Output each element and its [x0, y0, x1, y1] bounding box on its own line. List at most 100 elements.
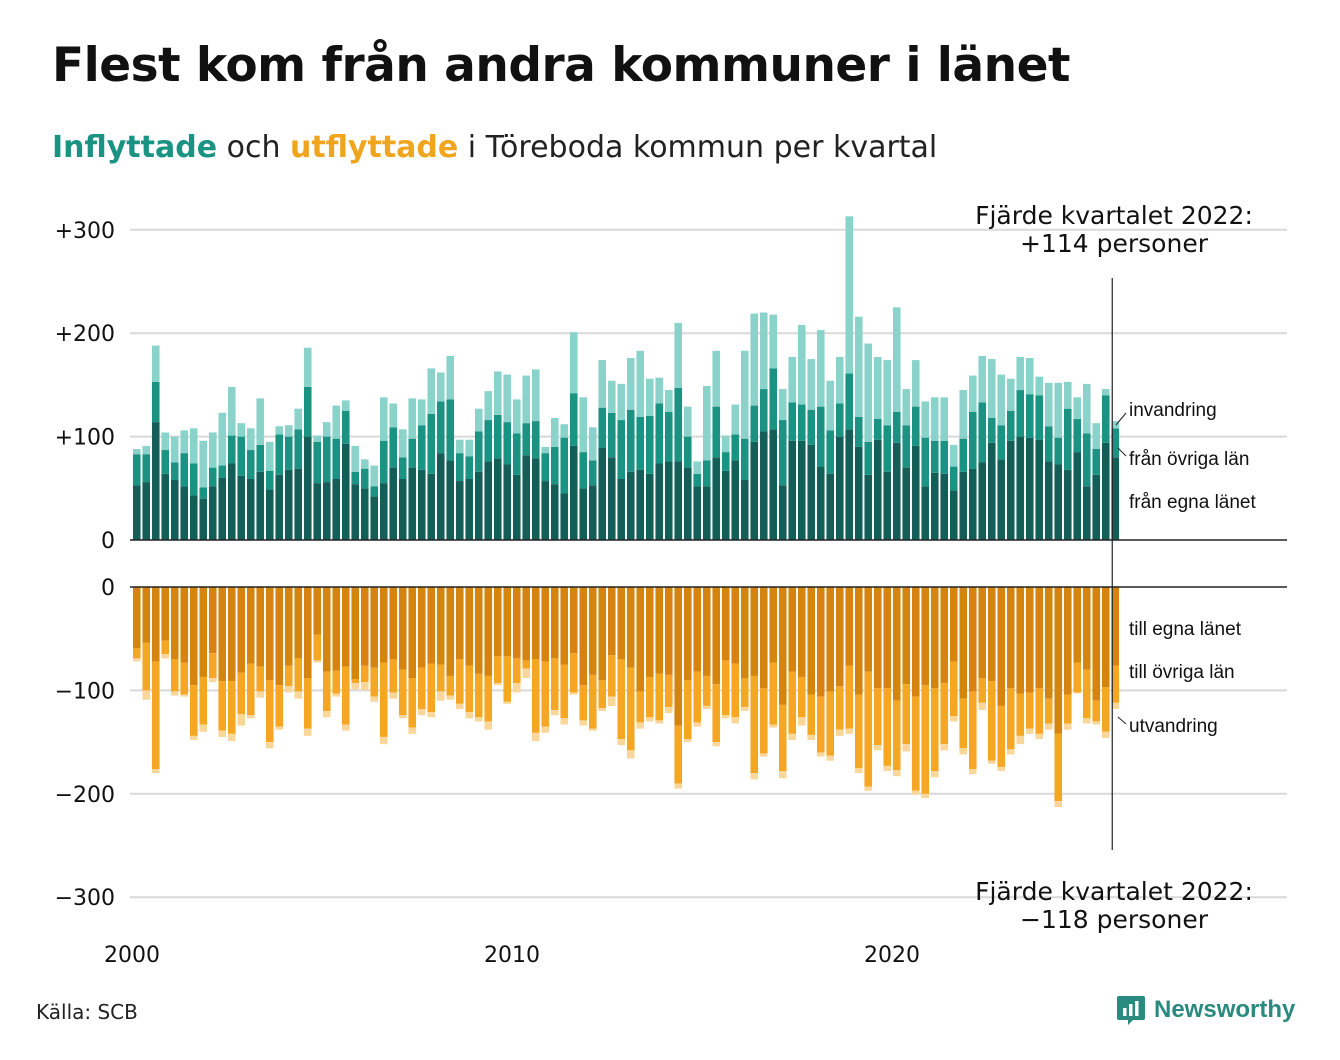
bar-out-utvandring [522, 668, 531, 678]
bar-in-invandring [313, 435, 322, 442]
bar-out-egna-lanet [797, 587, 806, 677]
bar-in-invandring [237, 423, 246, 437]
bar-in-ovriga-lan [1016, 390, 1025, 437]
bar-in-invandring [826, 380, 835, 431]
bar-out-ovriga-lan [303, 677, 312, 729]
bar-out-utvandring [712, 742, 721, 747]
bar-in-invandring [265, 441, 274, 471]
bar-out-ovriga-lan [170, 659, 179, 692]
bar-in-ovriga-lan [645, 415, 654, 474]
bar-in-ovriga-lan [1082, 433, 1091, 487]
bar-in-ovriga-lan [569, 393, 578, 446]
bar-out-ovriga-lan [237, 672, 246, 715]
bar-in-invandring [512, 399, 521, 434]
bar-out-egna-lanet [522, 587, 531, 661]
bar-in-egna-lanet [1025, 437, 1034, 540]
bar-in-ovriga-lan [1111, 428, 1120, 458]
bar-out-ovriga-lan [750, 675, 759, 774]
bar-in-ovriga-lan [930, 440, 939, 473]
bar-in-ovriga-lan [398, 457, 407, 479]
newsworthy-logo-icon [1117, 996, 1145, 1025]
bar-in-ovriga-lan [883, 425, 892, 472]
bar-out-ovriga-lan [978, 677, 987, 703]
bar-out-ovriga-lan [161, 640, 170, 655]
bar-in-invandring [379, 397, 388, 441]
bar-out-ovriga-lan [484, 675, 493, 722]
bar-in-invandring [436, 372, 445, 402]
legend-fran-egna-lanet: från egna länet [1129, 492, 1256, 513]
subtitle-och: och [217, 130, 290, 165]
bar-out-ovriga-lan [360, 665, 369, 683]
bar-out-utvandring [788, 733, 797, 741]
bar-in-egna-lanet [360, 488, 369, 540]
bar-in-ovriga-lan [294, 429, 303, 469]
bar-in-egna-lanet [826, 473, 835, 540]
bar-in-ovriga-lan [180, 453, 189, 487]
bar-in-invandring [370, 465, 379, 487]
bar-in-egna-lanet [978, 462, 987, 540]
bar-in-invandring [294, 408, 303, 430]
bar-out-utvandring [389, 692, 398, 699]
bar-in-invandring [949, 444, 958, 467]
bar-in-ovriga-lan [170, 462, 179, 481]
bar-in-ovriga-lan [959, 438, 968, 472]
bar-in-egna-lanet [522, 455, 531, 540]
bar-in-invandring [227, 386, 236, 436]
bar-in-egna-lanet [189, 495, 198, 540]
bar-out-egna-lanet [142, 587, 151, 643]
bar-out-utvandring [284, 686, 293, 693]
bar-out-egna-lanet [645, 587, 654, 677]
bar-out-egna-lanet [180, 587, 189, 663]
bar-out-egna-lanet [218, 587, 227, 682]
bar-out-ovriga-lan [873, 688, 882, 746]
bar-in-ovriga-lan [322, 436, 331, 483]
bar-out-ovriga-lan [636, 691, 645, 723]
leader-fran-ovriga-lan [1117, 447, 1127, 457]
bar-in-egna-lanet [921, 486, 930, 540]
bar-out-utvandring [636, 722, 645, 729]
bar-out-utvandring [560, 718, 569, 725]
bar-out-ovriga-lan [313, 634, 322, 661]
bar-in-invandring [398, 429, 407, 458]
bar-out-ovriga-lan [997, 705, 1006, 767]
bar-in-egna-lanet [845, 429, 854, 540]
bar-out-utvandring [645, 717, 654, 722]
bar-in-ovriga-lan [617, 420, 626, 479]
bar-in-ovriga-lan [759, 389, 768, 432]
bar-in-invandring [883, 360, 892, 426]
bar-out-utvandring [218, 730, 227, 737]
bar-in-invandring [778, 389, 787, 421]
bar-in-ovriga-lan [854, 416, 863, 447]
bar-out-ovriga-lan [911, 696, 920, 791]
bar-in-invandring [740, 350, 749, 439]
bar-in-ovriga-lan [864, 441, 873, 475]
bar-in-egna-lanet [455, 481, 464, 540]
bar-in-egna-lanet [997, 459, 1006, 540]
bar-in-invandring [417, 399, 426, 426]
bar-out-egna-lanet [759, 587, 768, 689]
bar-out-egna-lanet [484, 587, 493, 676]
bar-in-invandring [978, 355, 987, 403]
bar-out-ovriga-lan [522, 660, 531, 669]
bar-in-egna-lanet [598, 447, 607, 540]
bar-out-egna-lanet [1101, 587, 1110, 688]
bar-in-egna-lanet [465, 478, 474, 540]
bar-out-egna-lanet [151, 587, 160, 662]
x-tick-label: 2000 [104, 943, 160, 968]
bar-out-egna-lanet [275, 587, 284, 686]
bar-out-egna-lanet [607, 587, 616, 656]
y-tick-label-bottom: −200 [55, 783, 115, 808]
bar-in-ovriga-lan [835, 403, 844, 437]
bar-out-ovriga-lan [607, 655, 616, 697]
bar-out-ovriga-lan [854, 694, 863, 768]
bar-out-utvandring [1054, 801, 1063, 808]
y-tick-label-top: +200 [55, 322, 115, 347]
bar-out-egna-lanet [189, 587, 198, 686]
bar-out-ovriga-lan [256, 666, 265, 692]
bar-in-invandring [683, 406, 692, 437]
bar-out-utvandring [978, 702, 987, 711]
bar-in-ovriga-lan [465, 456, 474, 479]
bar-in-invandring [408, 398, 417, 439]
bar-out-utvandring [759, 753, 768, 757]
bar-in-egna-lanet [693, 486, 702, 540]
